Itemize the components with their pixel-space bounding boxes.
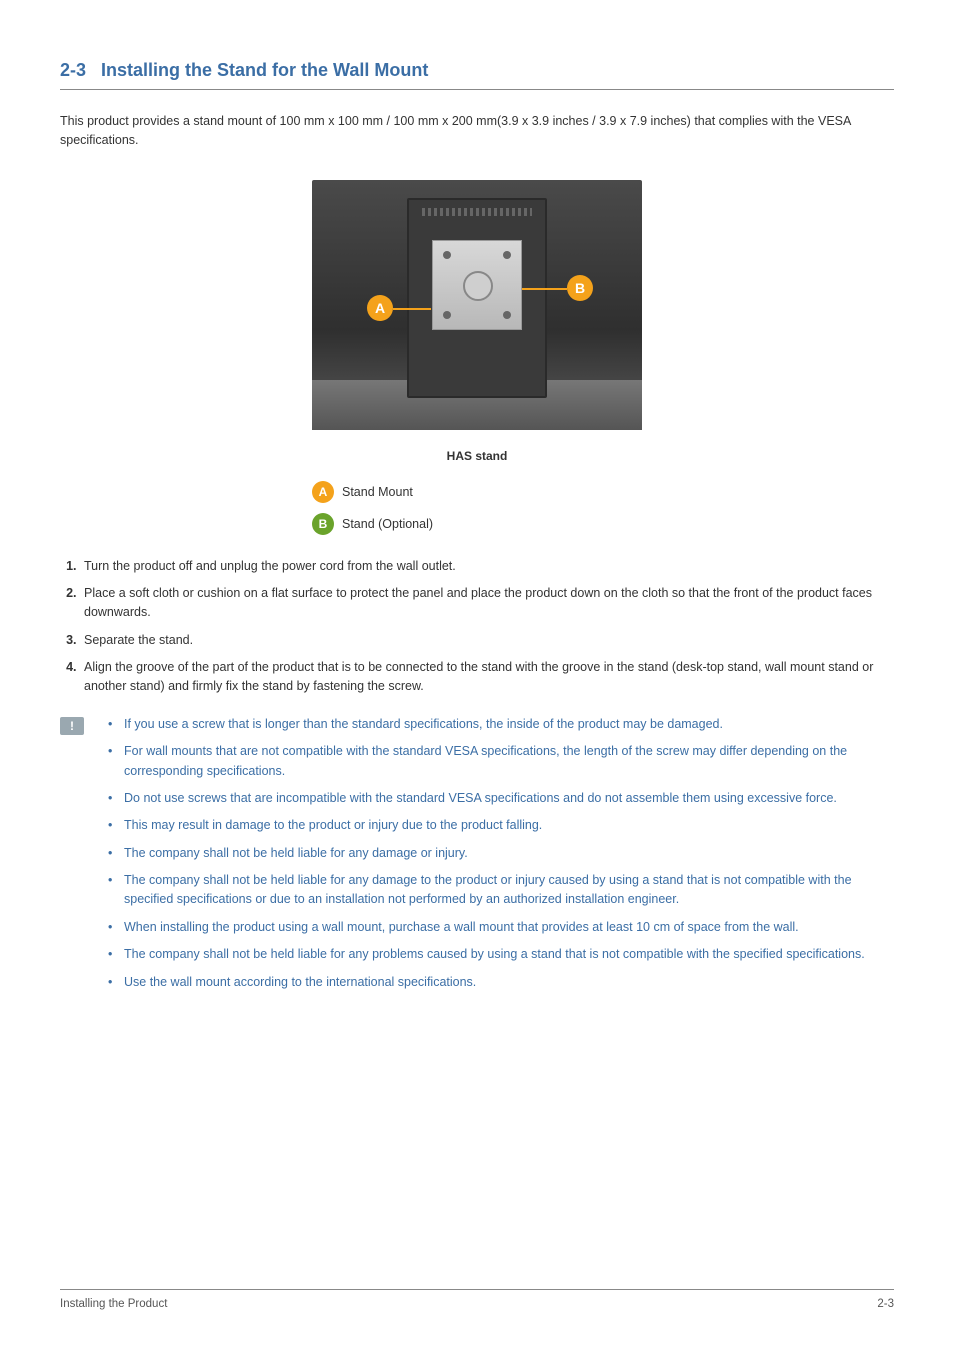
step-item: Align the groove of the part of the prod…	[80, 658, 894, 697]
caution-item: The company shall not be held liable for…	[108, 871, 894, 910]
footer-right: 2-3	[877, 1298, 894, 1310]
caution-item: Do not use screws that are incompatible …	[108, 789, 894, 808]
caution-block: ! If you use a screw that is longer than…	[60, 715, 894, 1000]
step-item: Turn the product off and unplug the powe…	[80, 557, 894, 576]
legend-text-b: Stand (Optional)	[342, 517, 433, 531]
figure-label-a-icon: A	[367, 295, 393, 321]
section-heading: 2-3 Installing the Stand for the Wall Mo…	[60, 60, 894, 90]
caution-item: Use the wall mount according to the inte…	[108, 973, 894, 992]
legend-row-b: B Stand (Optional)	[312, 513, 642, 535]
instruction-steps: Turn the product off and unplug the powe…	[60, 557, 894, 697]
intro-paragraph: This product provides a stand mount of 1…	[60, 112, 894, 150]
caution-item: When installing the product using a wall…	[108, 918, 894, 937]
caution-item: For wall mounts that are not compatible …	[108, 742, 894, 781]
product-figure: A B	[312, 180, 642, 430]
legend-badge-a-icon: A	[312, 481, 334, 503]
figure-legend: A Stand Mount B Stand (Optional)	[312, 481, 642, 535]
caution-item: If you use a screw that is longer than t…	[108, 715, 894, 734]
section-title-text: Installing the Stand for the Wall Mount	[101, 60, 428, 80]
section-number: 2-3	[60, 60, 86, 80]
caution-item: The company shall not be held liable for…	[108, 844, 894, 863]
legend-row-a: A Stand Mount	[312, 481, 642, 503]
footer-left: Installing the Product	[60, 1298, 167, 1310]
step-item: Separate the stand.	[80, 631, 894, 650]
figure-label-b-icon: B	[567, 275, 593, 301]
legend-badge-b-icon: B	[312, 513, 334, 535]
step-item: Place a soft cloth or cushion on a flat …	[80, 584, 894, 623]
caution-icon: !	[60, 717, 84, 735]
caution-list: If you use a screw that is longer than t…	[108, 715, 894, 1000]
page-footer: Installing the Product 2-3	[60, 1289, 894, 1310]
caution-item: The company shall not be held liable for…	[108, 945, 894, 964]
figure-container: A B	[60, 180, 894, 435]
legend-text-a: Stand Mount	[342, 485, 413, 499]
caution-item: This may result in damage to the product…	[108, 816, 894, 835]
figure-caption: HAS stand	[60, 449, 894, 463]
